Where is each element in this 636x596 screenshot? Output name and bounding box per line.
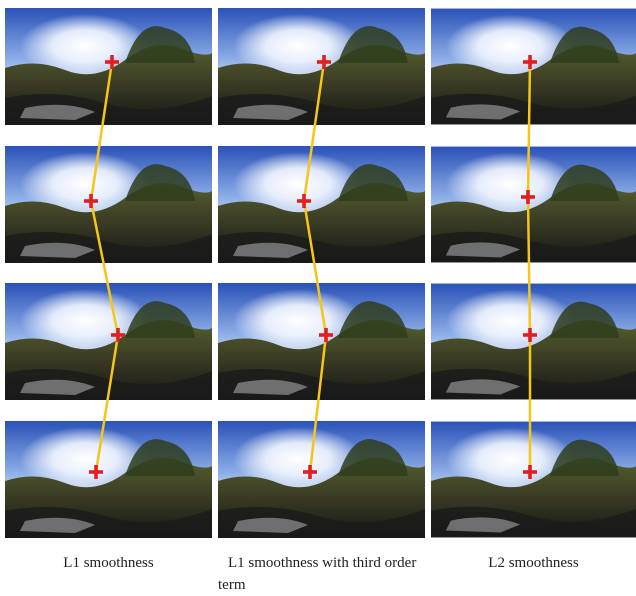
frame — [5, 283, 212, 400]
frame — [218, 146, 425, 263]
frame — [218, 8, 425, 125]
caption: L1 smoothness with third order term — [218, 552, 430, 596]
frame — [5, 146, 212, 263]
figure — [0, 0, 636, 594]
frame — [5, 421, 212, 538]
frame — [218, 421, 425, 538]
caption: L1 smoothness — [5, 552, 212, 574]
trajectory — [528, 62, 530, 472]
frame — [431, 147, 636, 263]
frame — [431, 284, 636, 400]
frame — [5, 8, 212, 125]
frame — [431, 422, 636, 538]
caption: L2 smoothness — [431, 552, 636, 574]
page: {"figure": {"captions": ["L1 smoothness"… — [0, 0, 636, 594]
frame — [431, 9, 636, 125]
